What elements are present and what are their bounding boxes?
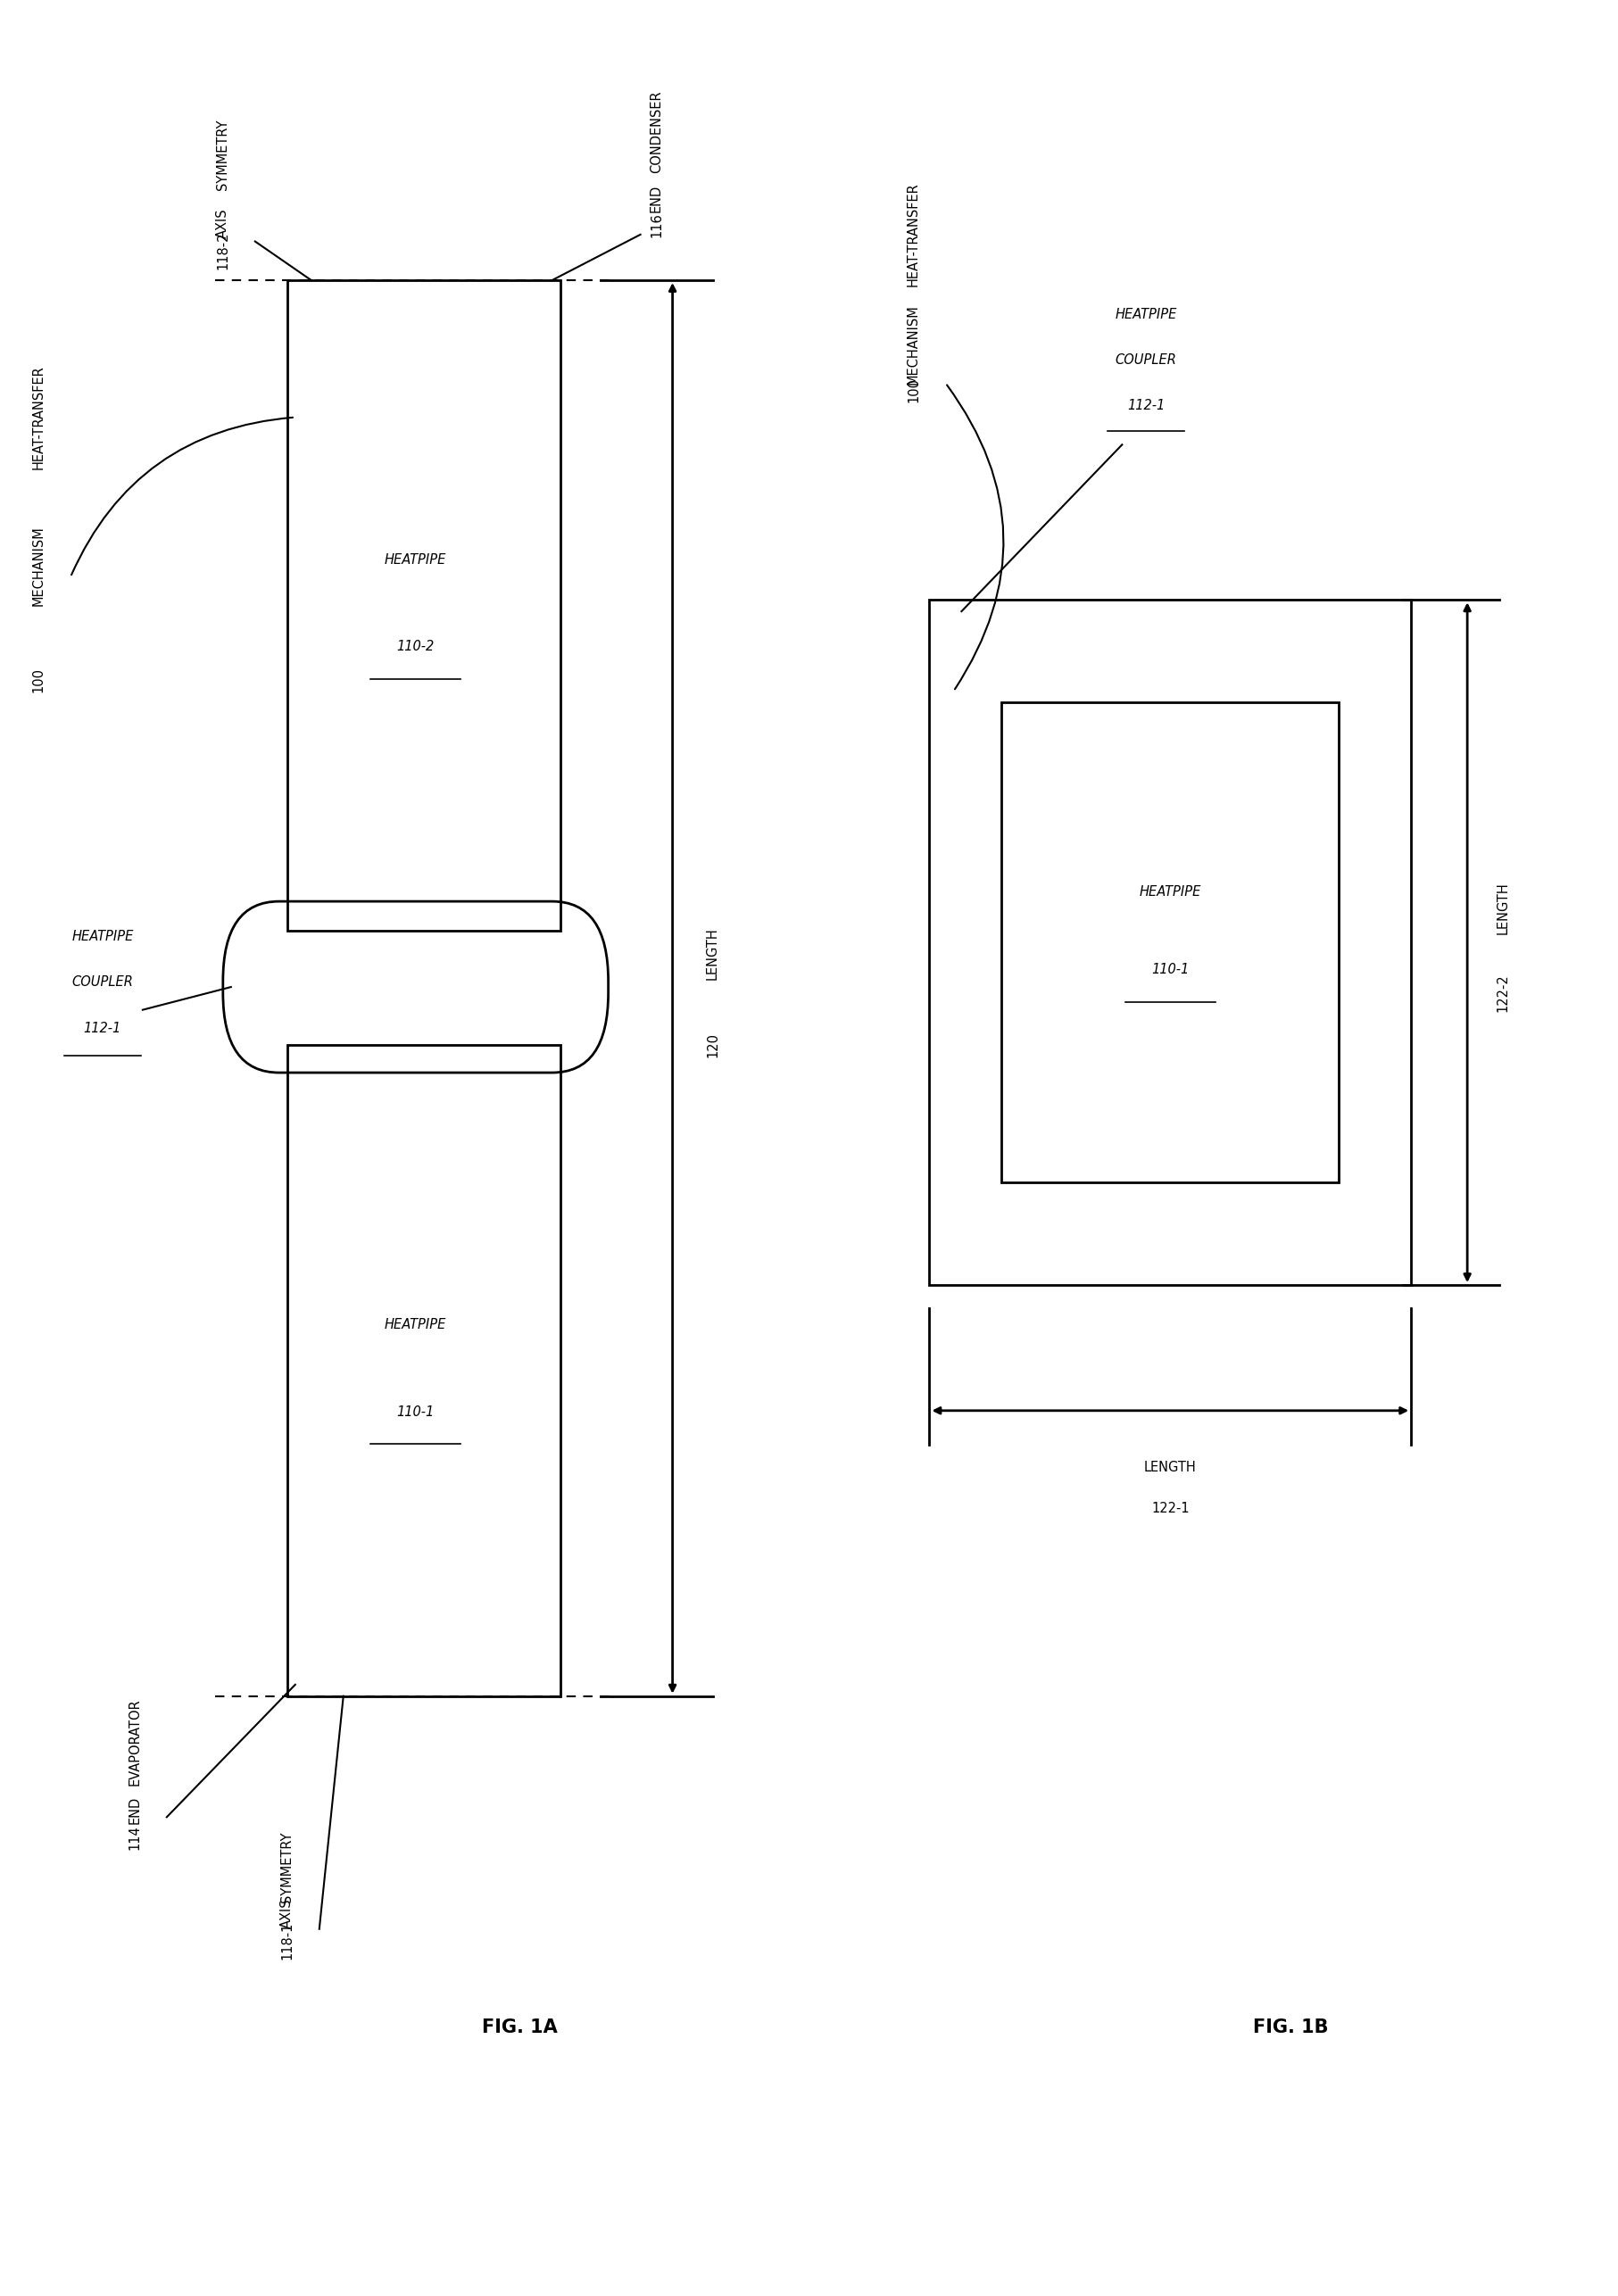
Text: 100: 100 — [906, 377, 921, 402]
Text: HEAT-TRANSFER: HEAT-TRANSFER — [32, 365, 45, 468]
Text: HEATPIPE: HEATPIPE — [385, 553, 447, 567]
Text: 122-1: 122-1 — [1152, 1502, 1189, 1515]
Text: FIG. 1A: FIG. 1A — [482, 2018, 558, 2037]
Text: SYMMETRY: SYMMETRY — [217, 119, 230, 191]
Text: SYMMETRY: SYMMETRY — [280, 1832, 294, 1903]
Text: 114: 114 — [128, 1825, 141, 1851]
Text: AXIS: AXIS — [280, 1899, 294, 1929]
Text: HEAT-TRANSFER: HEAT-TRANSFER — [906, 181, 921, 287]
Text: 122-2: 122-2 — [1497, 974, 1510, 1013]
Text: EVAPORATOR: EVAPORATOR — [128, 1699, 141, 1786]
Text: COUPLER: COUPLER — [71, 976, 133, 990]
Text: CONDENSER: CONDENSER — [650, 90, 663, 172]
Text: LENGTH: LENGTH — [1144, 1460, 1196, 1474]
Text: LENGTH: LENGTH — [1497, 882, 1510, 934]
Text: AXIS: AXIS — [217, 209, 230, 239]
Text: 120: 120 — [705, 1033, 720, 1058]
Text: 112-1: 112-1 — [1128, 400, 1165, 413]
Text: HEATPIPE: HEATPIPE — [385, 1318, 447, 1332]
Text: 116: 116 — [650, 214, 663, 239]
Text: MECHANISM: MECHANISM — [32, 526, 45, 606]
Text: 110-1: 110-1 — [396, 1405, 435, 1419]
Text: END: END — [650, 184, 663, 211]
Text: 110-2: 110-2 — [396, 641, 435, 654]
Text: MECHANISM: MECHANISM — [906, 303, 921, 383]
Text: FIG. 1B: FIG. 1B — [1252, 2018, 1328, 2037]
Text: HEATPIPE: HEATPIPE — [71, 930, 134, 944]
Text: 100: 100 — [32, 668, 45, 693]
Text: 110-1: 110-1 — [1152, 964, 1189, 976]
Text: END: END — [128, 1795, 141, 1825]
Text: LENGTH: LENGTH — [705, 928, 720, 980]
Text: HEATPIPE: HEATPIPE — [1115, 308, 1178, 321]
Text: COUPLER: COUPLER — [1115, 354, 1176, 367]
Text: 112-1: 112-1 — [84, 1022, 121, 1035]
Text: 118-2: 118-2 — [217, 232, 230, 269]
Text: HEATPIPE: HEATPIPE — [1139, 886, 1201, 900]
Text: 118-1: 118-1 — [280, 1922, 294, 1958]
